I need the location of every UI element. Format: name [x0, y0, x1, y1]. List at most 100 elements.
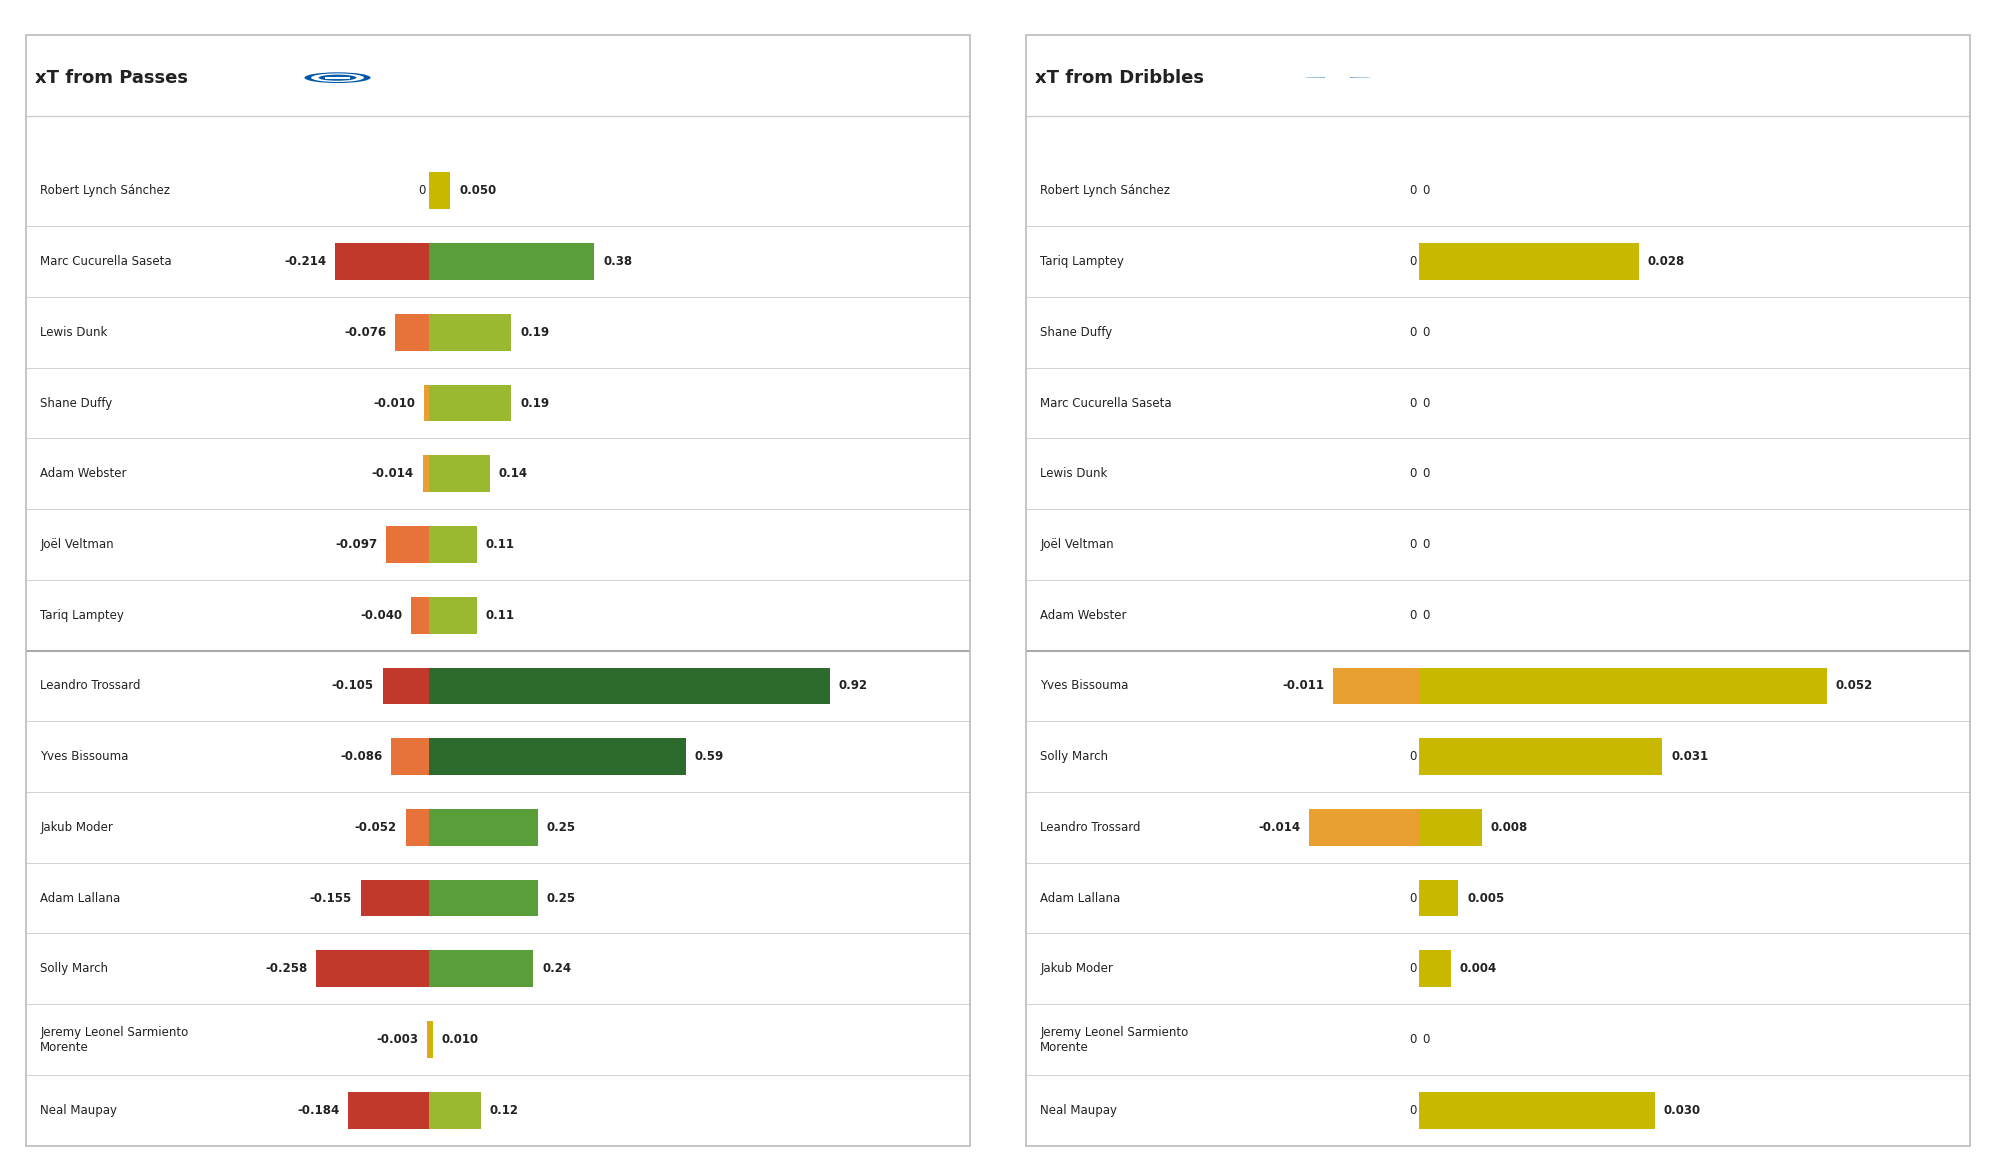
Text: 0.010: 0.010 — [442, 1033, 480, 1046]
Text: Tariq Lamptey: Tariq Lamptey — [40, 609, 124, 622]
Text: Leandro Trossard: Leandro Trossard — [40, 679, 140, 692]
Circle shape — [312, 73, 364, 82]
Text: 0.008: 0.008 — [1490, 821, 1528, 834]
Text: -0.086: -0.086 — [340, 750, 382, 763]
Text: 0.92: 0.92 — [838, 679, 868, 692]
Text: Marc Cucurella Saseta: Marc Cucurella Saseta — [40, 255, 172, 268]
Text: 0: 0 — [1410, 1033, 1416, 1046]
Text: 0.11: 0.11 — [486, 609, 514, 622]
Text: Joël Veltman: Joël Veltman — [40, 538, 114, 551]
Text: -0.052: -0.052 — [354, 821, 396, 834]
Bar — [406, 808, 428, 846]
Text: 0: 0 — [1422, 325, 1430, 338]
Text: -0.010: -0.010 — [374, 396, 416, 410]
Bar — [382, 667, 428, 704]
Text: xT from Passes: xT from Passes — [36, 68, 188, 87]
Circle shape — [318, 75, 356, 81]
Text: -0.014: -0.014 — [372, 468, 414, 481]
Text: -0.214: -0.214 — [284, 255, 326, 268]
Bar — [1332, 667, 1420, 704]
Text: 0: 0 — [1410, 750, 1416, 763]
Bar — [428, 173, 450, 209]
Bar — [386, 526, 428, 563]
Bar — [428, 456, 490, 492]
Text: 0: 0 — [1410, 184, 1416, 197]
Text: Adam Webster: Adam Webster — [40, 468, 126, 481]
Text: 0.25: 0.25 — [546, 821, 576, 834]
Text: -0.097: -0.097 — [336, 538, 378, 551]
Text: Robert Lynch Sánchez: Robert Lynch Sánchez — [40, 184, 170, 197]
Bar — [428, 951, 534, 987]
Bar — [422, 456, 428, 492]
Text: 0.11: 0.11 — [486, 538, 514, 551]
Bar — [348, 1092, 428, 1129]
Text: -0.155: -0.155 — [310, 892, 352, 905]
Text: 0.19: 0.19 — [520, 325, 550, 338]
Text: 0.028: 0.028 — [1648, 255, 1684, 268]
Text: Yves Bissouma: Yves Bissouma — [1040, 679, 1128, 692]
Text: -0.014: -0.014 — [1258, 821, 1300, 834]
Text: -0.105: -0.105 — [332, 679, 374, 692]
Circle shape — [304, 73, 370, 83]
Text: 0: 0 — [1410, 468, 1416, 481]
Bar — [362, 880, 428, 917]
Bar — [428, 1021, 432, 1058]
Text: Lewis Dunk: Lewis Dunk — [1040, 468, 1108, 481]
Bar — [1420, 951, 1450, 987]
Text: Jakub Moder: Jakub Moder — [1040, 962, 1114, 975]
Text: 0: 0 — [1422, 538, 1430, 551]
Text: 0.005: 0.005 — [1468, 892, 1504, 905]
Text: 0.19: 0.19 — [520, 396, 550, 410]
Text: -0.258: -0.258 — [264, 962, 308, 975]
Bar — [1420, 667, 1828, 704]
Text: 0: 0 — [1422, 396, 1430, 410]
Text: -0.003: -0.003 — [376, 1033, 418, 1046]
Text: 0.004: 0.004 — [1460, 962, 1496, 975]
Text: Neal Maupay: Neal Maupay — [40, 1103, 118, 1116]
Text: 0.031: 0.031 — [1672, 750, 1708, 763]
Text: Adam Lallana: Adam Lallana — [1040, 892, 1120, 905]
Text: Joël Veltman: Joël Veltman — [1040, 538, 1114, 551]
Text: 0.14: 0.14 — [498, 468, 528, 481]
Bar — [336, 243, 428, 280]
Bar — [428, 667, 830, 704]
Text: Leandro Trossard: Leandro Trossard — [1040, 821, 1140, 834]
Text: Solly March: Solly March — [40, 962, 108, 975]
Bar — [428, 314, 512, 350]
Text: 0: 0 — [1410, 1103, 1416, 1116]
Text: Adam Webster: Adam Webster — [1040, 609, 1126, 622]
Bar — [412, 597, 428, 633]
Text: 0.052: 0.052 — [1836, 679, 1874, 692]
Text: 0.12: 0.12 — [490, 1103, 518, 1116]
Text: 0: 0 — [1410, 538, 1416, 551]
Bar — [1420, 1092, 1654, 1129]
Bar — [428, 880, 538, 917]
Text: Robert Lynch Sánchez: Robert Lynch Sánchez — [1040, 184, 1170, 197]
Text: -0.040: -0.040 — [360, 609, 402, 622]
Text: Yves Bissouma: Yves Bissouma — [40, 750, 128, 763]
Bar — [1420, 880, 1458, 917]
Text: Jeremy Leonel Sarmiento
Morente: Jeremy Leonel Sarmiento Morente — [40, 1026, 188, 1054]
Text: 0: 0 — [1410, 255, 1416, 268]
Text: Tariq Lamptey: Tariq Lamptey — [1040, 255, 1124, 268]
Text: 0: 0 — [418, 184, 426, 197]
Text: 0.38: 0.38 — [604, 255, 632, 268]
Text: 0: 0 — [1422, 609, 1430, 622]
Text: 0: 0 — [1410, 609, 1416, 622]
Text: 0.59: 0.59 — [694, 750, 724, 763]
Text: Neal Maupay: Neal Maupay — [1040, 1103, 1118, 1116]
Bar — [392, 738, 428, 776]
Text: 0: 0 — [1410, 325, 1416, 338]
Text: Solly March: Solly March — [1040, 750, 1108, 763]
Bar — [396, 314, 428, 350]
Text: Shane Duffy: Shane Duffy — [1040, 325, 1112, 338]
Text: 0: 0 — [1410, 962, 1416, 975]
Bar — [1420, 243, 1638, 280]
Bar — [424, 384, 428, 422]
Text: xT from Dribbles: xT from Dribbles — [1036, 68, 1204, 87]
Bar — [428, 526, 476, 563]
Text: -0.011: -0.011 — [1282, 679, 1324, 692]
Text: Marc Cucurella Saseta: Marc Cucurella Saseta — [1040, 396, 1172, 410]
Text: 0.030: 0.030 — [1664, 1103, 1700, 1116]
Bar — [428, 243, 594, 280]
